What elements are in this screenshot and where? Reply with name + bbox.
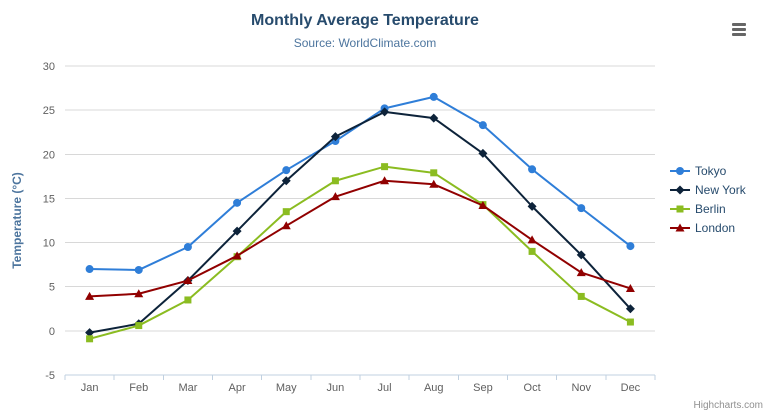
- point-tokyo-jan[interactable]: [85, 265, 94, 274]
- legend-marker-glyph-london: [675, 223, 685, 232]
- point-london-aug[interactable]: [429, 179, 439, 188]
- x-axis-tick-label: Nov: [571, 382, 591, 394]
- y-axis-tick-label: 5: [49, 282, 55, 294]
- point-tokyo-aug[interactable]: [429, 92, 438, 101]
- point-berlin-jan[interactable]: [86, 335, 94, 343]
- legend-marker-tokyo: [670, 167, 690, 175]
- point-tokyo-sep[interactable]: [478, 121, 487, 130]
- hamburger-menu-icon[interactable]: [730, 19, 752, 39]
- x-axis-tick-label: Mar: [178, 382, 197, 394]
- y-axis-tick-label: 30: [43, 61, 55, 73]
- point-new-york-nov[interactable]: [576, 250, 586, 260]
- y-axis-tick-label: 20: [43, 149, 55, 161]
- point-new-york-sep[interactable]: [478, 148, 488, 158]
- point-new-york-apr[interactable]: [232, 226, 242, 236]
- point-tokyo-mar[interactable]: [183, 242, 192, 251]
- point-tokyo-feb[interactable]: [134, 265, 143, 274]
- point-london-nov[interactable]: [576, 268, 586, 277]
- x-axis-tick-label: Apr: [229, 382, 246, 394]
- point-london-apr[interactable]: [232, 251, 242, 260]
- chart-title: Monthly Average Temperature: [251, 12, 479, 29]
- hamburger-bar: [732, 22, 746, 26]
- legend-marker-new-york: [670, 185, 690, 195]
- x-axis-tick-label: May: [276, 382, 297, 394]
- series-line-london: [89, 179, 631, 298]
- point-london-feb[interactable]: [134, 289, 144, 298]
- point-tokyo-nov[interactable]: [577, 204, 586, 213]
- point-berlin-oct[interactable]: [528, 247, 536, 255]
- point-london-oct[interactable]: [527, 235, 537, 244]
- x-axis-tick-label: Oct: [524, 382, 541, 394]
- point-london-dec[interactable]: [625, 283, 635, 292]
- chart-subtitle: Source: WorldClimate.com: [293, 36, 437, 50]
- hamburger-bar: [732, 32, 746, 36]
- highcharts-credits-link[interactable]: Highcharts.com: [693, 400, 763, 411]
- point-london-sep[interactable]: [478, 200, 488, 209]
- y-axis-title: Temperature (°C): [10, 172, 24, 269]
- hamburger-bar: [732, 27, 746, 31]
- legend-marker-london: [670, 223, 690, 232]
- point-berlin-may[interactable]: [282, 208, 290, 216]
- point-tokyo-apr[interactable]: [233, 198, 242, 207]
- legend-label: New York: [695, 183, 746, 197]
- point-london-mar[interactable]: [183, 276, 193, 285]
- legend-marker-glyph-new-york: [675, 185, 685, 195]
- point-new-york-aug[interactable]: [429, 113, 439, 123]
- point-berlin-jun[interactable]: [331, 177, 339, 185]
- legend-item-new-york[interactable]: New York: [670, 184, 746, 196]
- point-new-york-jan[interactable]: [85, 328, 95, 338]
- point-berlin-mar[interactable]: [184, 296, 192, 304]
- legend-label: Tokyo: [695, 164, 727, 178]
- point-london-jul[interactable]: [380, 176, 390, 185]
- y-axis-tick-label: -5: [45, 370, 55, 382]
- point-berlin-jul[interactable]: [381, 163, 389, 171]
- point-london-jan[interactable]: [85, 291, 95, 300]
- point-tokyo-may[interactable]: [282, 166, 291, 175]
- series-line-tokyo: [89, 95, 632, 271]
- point-new-york-oct[interactable]: [527, 201, 537, 211]
- point-new-york-jun[interactable]: [330, 132, 340, 142]
- point-berlin-aug[interactable]: [430, 169, 438, 177]
- legend-label: London: [695, 221, 736, 235]
- x-axis-tick-label: Jun: [327, 382, 345, 394]
- point-new-york-may[interactable]: [281, 176, 291, 186]
- legend-item-london[interactable]: London: [670, 222, 746, 234]
- point-london-may[interactable]: [281, 221, 291, 230]
- point-new-york-jul[interactable]: [380, 107, 390, 117]
- x-axis-tick-label: Aug: [424, 382, 444, 394]
- x-axis-tick-label: Sep: [473, 382, 493, 394]
- legend: Tokyo New York Berlin London: [670, 165, 746, 241]
- point-berlin-feb[interactable]: [135, 322, 143, 330]
- x-axis-tick-label: Dec: [621, 382, 641, 394]
- y-axis-tick-label: 25: [43, 105, 55, 117]
- legend-marker-glyph-tokyo: [676, 167, 684, 175]
- legend-label: Berlin: [695, 202, 726, 216]
- point-london-jun[interactable]: [330, 192, 340, 201]
- y-axis-tick-label: 10: [43, 238, 55, 250]
- y-axis-tick-label: 0: [49, 326, 55, 338]
- series-line-berlin: [89, 165, 631, 340]
- point-tokyo-dec[interactable]: [626, 242, 635, 251]
- point-berlin-dec[interactable]: [626, 318, 634, 326]
- point-tokyo-oct[interactable]: [528, 165, 537, 174]
- legend-marker-berlin: [670, 205, 690, 213]
- x-axis-tick-label: Jan: [81, 382, 99, 394]
- point-berlin-nov[interactable]: [577, 292, 585, 300]
- series-line-new-york: [89, 110, 632, 334]
- y-axis-tick-label: 15: [43, 193, 55, 205]
- legend-item-berlin[interactable]: Berlin: [670, 203, 746, 215]
- x-axis-tick-label: Jul: [378, 382, 392, 394]
- legend-marker-glyph-berlin: [676, 205, 684, 213]
- point-new-york-dec[interactable]: [625, 304, 635, 314]
- x-axis-tick-label: Feb: [129, 382, 148, 394]
- legend-item-tokyo[interactable]: Tokyo: [670, 165, 746, 177]
